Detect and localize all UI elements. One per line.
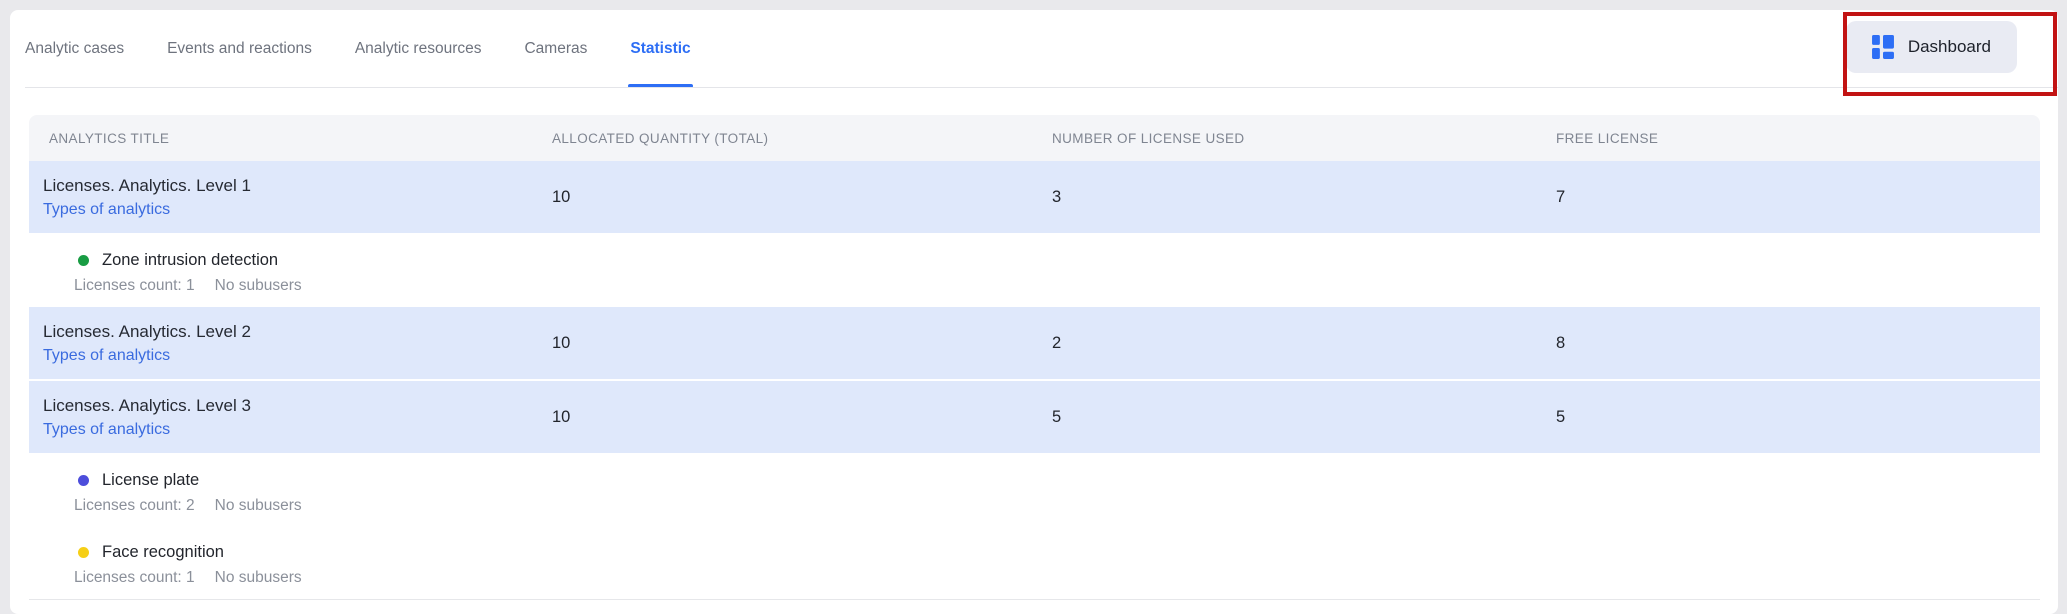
licenses-count-label: Licenses count: 2	[74, 497, 195, 514]
tab-events-and-reactions[interactable]: Events and reactions	[167, 40, 312, 57]
column-header: NUMBER OF LICENSE USED	[1052, 130, 1245, 146]
blue-dot-icon	[78, 475, 89, 486]
table-header-row: ANALYTICS TITLE ALLOCATED QUANTITY (TOTAL…	[29, 115, 2040, 161]
green-dot-icon	[78, 255, 89, 266]
analytic-title-line: Zone intrusion detection	[74, 251, 2040, 270]
analytic-title-line: Face recognition	[74, 543, 2040, 562]
analytic-meta-line: Licenses count: 2 No subusers	[74, 497, 2040, 515]
tab-statistic[interactable]: Statistic	[628, 10, 694, 88]
allocated-quantity-value: 10	[552, 407, 571, 426]
free-license-value: 5	[1556, 407, 1566, 426]
analytic-title: Zone intrusion detection	[102, 251, 279, 269]
tab-cameras[interactable]: Cameras	[524, 40, 588, 57]
tab-bar-divider	[25, 87, 2058, 88]
tab-analytic-cases[interactable]: Analytic cases	[25, 40, 125, 57]
column-header: FREE LICENSE	[1556, 130, 1659, 146]
tab-bar: Analytic cases Events and reactions Analyt…	[10, 10, 2058, 96]
allocated-quantity-value: 10	[552, 333, 571, 352]
analytic-meta-line: Licenses count: 1 No subusers	[74, 569, 2040, 587]
dashboard-button-label: Dashboard	[1907, 37, 1991, 56]
license-title-cell: Licenses. Analytics. Level 2 Types of ana…	[29, 307, 552, 379]
yellow-dot-icon	[78, 547, 89, 558]
analytic-meta-line: Licenses count: 1 No subusers	[74, 277, 2040, 295]
licenses-count-label: Licenses count: 1	[74, 277, 195, 294]
analytic-title: License plate	[102, 471, 200, 489]
analytic-title-line: License plate	[74, 471, 2040, 490]
analytic-sub-row: Face recognition Licenses count: 1 No subu…	[29, 527, 2040, 599]
licenses-used-value: 3	[1052, 187, 1062, 206]
license-row: Licenses. Analytics. Level 2 Types of ana…	[29, 307, 2040, 379]
license-title: Licenses. Analytics. Level 3	[43, 395, 251, 415]
licenses-used-value: 5	[1052, 407, 1062, 426]
tab-analytic-resources[interactable]: Analytic resources	[354, 40, 482, 57]
license-title-cell: Licenses. Analytics. Level 1 Types of ana…	[29, 161, 552, 233]
analytic-sub-row: License plate Licenses count: 2 No subuser…	[29, 455, 2040, 527]
license-row: Licenses. Analytics. Level 3 Types of ana…	[29, 381, 2040, 453]
types-of-analytics-link[interactable]: Types of analytics	[43, 346, 171, 364]
license-title: Licenses. Analytics. Level 1	[43, 175, 251, 195]
tabs-container: Analytic cases Events and reactions Analyt…	[10, 10, 2058, 88]
subusers-label: No subusers	[214, 497, 302, 514]
free-license-value: 8	[1556, 333, 1566, 352]
free-license-value: 7	[1556, 187, 1566, 206]
column-header: ALLOCATED QUANTITY (TOTAL)	[552, 130, 769, 146]
types-of-analytics-link[interactable]: Types of analytics	[43, 420, 171, 438]
column-header: ANALYTICS TITLE	[49, 130, 170, 146]
license-row: Licenses. Analytics. Level 1 Types of ana…	[29, 161, 2040, 233]
subusers-label: No subusers	[214, 277, 302, 294]
licenses-count-label: Licenses count: 1	[74, 569, 195, 586]
subusers-label: No subusers	[214, 569, 302, 586]
license-title-cell: Licenses. Analytics. Level 3 Types of ana…	[29, 381, 552, 453]
licenses-used-value: 2	[1052, 333, 1062, 352]
dashboard-grid-icon	[1871, 35, 1894, 59]
table-body: Licenses. Analytics. Level 1 Types of ana…	[29, 161, 2040, 599]
content-card: Analytic cases Events and reactions Analyt…	[10, 10, 2058, 614]
dashboard-button[interactable]: Dashboard	[1845, 21, 2017, 73]
analytic-sub-row: Zone intrusion detection Licenses count: …	[29, 235, 2040, 307]
types-of-analytics-link[interactable]: Types of analytics	[43, 200, 171, 218]
license-title: Licenses. Analytics. Level 2	[43, 321, 251, 341]
licenses-table: ANALYTICS TITLE ALLOCATED QUANTITY (TOTAL…	[29, 115, 2040, 599]
table-bottom-divider	[29, 599, 2040, 600]
allocated-quantity-value: 10	[552, 187, 571, 206]
analytic-title: Face recognition	[102, 543, 224, 561]
